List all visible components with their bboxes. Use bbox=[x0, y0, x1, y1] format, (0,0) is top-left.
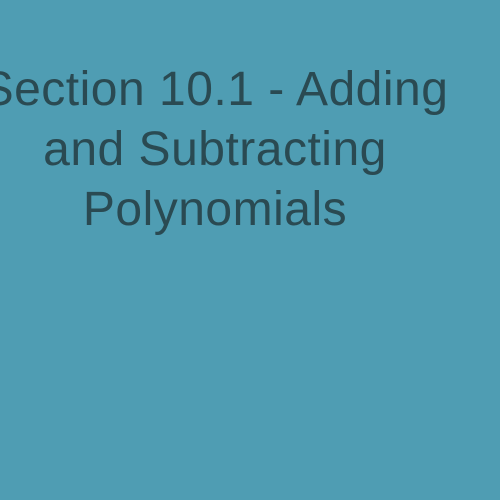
title-line-1: Section 10.1 - Adding bbox=[0, 63, 448, 116]
slide-container: Section 10.1 - Adding and Subtracting Po… bbox=[0, 0, 500, 500]
title-line-2: and Subtracting bbox=[43, 123, 387, 176]
slide-title: Section 10.1 - Adding and Subtracting Po… bbox=[0, 60, 465, 240]
title-line-3: Polynomials bbox=[83, 183, 347, 236]
